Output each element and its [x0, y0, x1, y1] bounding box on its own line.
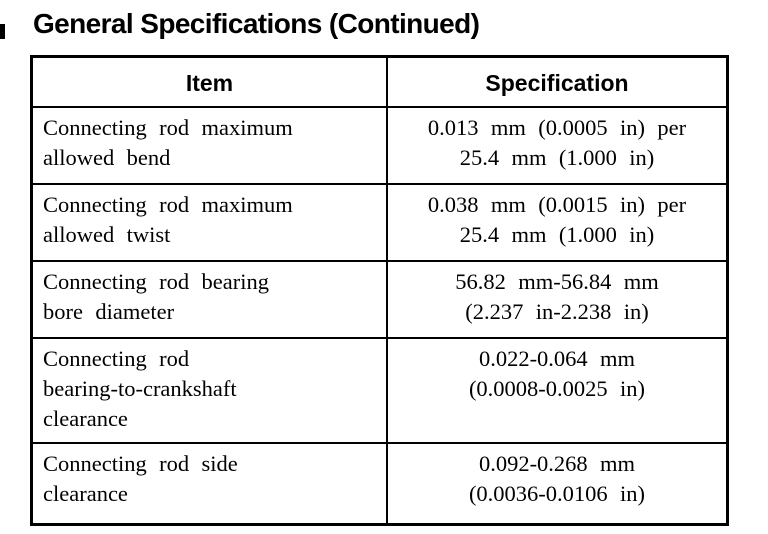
- spec-cell: 56.82 mm-56.84 mm (2.237 in-2.238 in): [386, 260, 729, 339]
- column-header-item: Item: [30, 55, 388, 108]
- item-cell: Connecting rod side clearance: [30, 442, 388, 526]
- table-row: Connecting rod maximum allowed bend 0.01…: [30, 106, 729, 185]
- page-title: General Specifications (Continued): [33, 8, 480, 39]
- item-cell: Connecting rod maximum allowed bend: [30, 106, 388, 185]
- item-cell: Connecting rod bearing-to-crankshaft cle…: [30, 337, 388, 444]
- specifications-table: Item Specification Connecting rod maximu…: [30, 55, 729, 526]
- header-row: Item Specification: [30, 55, 729, 108]
- table-row: Connecting rod bearing-to-crankshaft cle…: [30, 337, 729, 444]
- item-cell: Connecting rod bearing bore diameter: [30, 260, 388, 339]
- item-cell: Connecting rod maximum allowed twist: [30, 183, 388, 262]
- spec-cell: 0.038 mm (0.0015 in) per 25.4 mm (1.000 …: [386, 183, 729, 262]
- spec-cell: 0.013 mm (0.0005 in) per 25.4 mm (1.000 …: [386, 106, 729, 185]
- spec-cell: 0.022-0.064 mm (0.0008-0.0025 in): [386, 337, 729, 444]
- table-row: Connecting rod bearing bore diameter 56.…: [30, 260, 729, 339]
- spec-cell: 0.092-0.268 mm (0.0036-0.0106 in): [386, 442, 729, 526]
- column-header-specification: Specification: [386, 55, 729, 108]
- table-row: Connecting rod maximum allowed twist 0.0…: [30, 183, 729, 262]
- scan-artifact: [0, 24, 5, 39]
- table-row: Connecting rod side clearance 0.092-0.26…: [30, 442, 729, 526]
